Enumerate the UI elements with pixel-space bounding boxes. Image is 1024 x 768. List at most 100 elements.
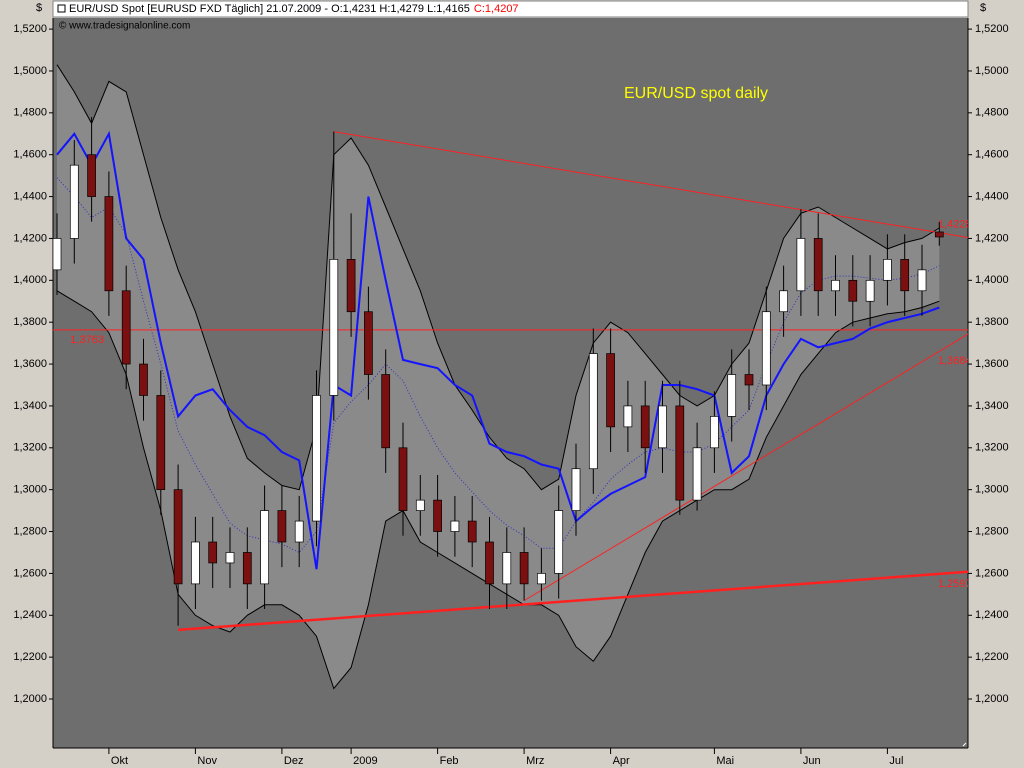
candle-body (917, 269, 927, 292)
y-unit-right: $ (980, 2, 986, 14)
y-tick-label: 1,3200 (13, 442, 47, 454)
candle-body (191, 541, 200, 585)
y-tick-label-right: 1,2200 (975, 651, 1009, 663)
trendline-label: 1,4228 (938, 219, 972, 231)
y-tick-label: 1,4200 (13, 232, 47, 244)
x-tick-label: Jun (803, 755, 821, 767)
trendline-label: 1,2597 (938, 578, 972, 590)
y-tick-label: 1,3800 (13, 316, 47, 328)
x-tick-label: Mai (716, 755, 734, 767)
close-value: C:1,4207 (474, 3, 519, 15)
y-tick-label-right: 1,4400 (975, 190, 1009, 202)
x-tick-label: Okt (111, 755, 128, 767)
y-tick-label: 1,3400 (13, 400, 47, 412)
candle-body (346, 259, 356, 313)
candle-body (692, 447, 702, 501)
x-tick-label: Dez (284, 755, 304, 767)
y-tick-label: 1,2600 (13, 567, 47, 579)
candle-body (519, 552, 529, 585)
y-tick-label-right: 1,4800 (975, 107, 1009, 119)
candle-body (225, 552, 235, 564)
candle-body (208, 541, 218, 564)
candle-body (588, 353, 598, 470)
y-tick-label: 1,5000 (13, 65, 47, 77)
candle-body (312, 395, 321, 522)
candle-body (744, 374, 754, 386)
y-tick-label: 1,4000 (13, 274, 47, 286)
indicator-line (56, 130, 940, 570)
y-tick-label: 1,4400 (13, 190, 47, 202)
x-tick-label: Mrz (526, 755, 544, 767)
y-tick-label: 1,4800 (13, 107, 47, 119)
x-tick-label: Nov (197, 755, 217, 767)
candle-body (831, 279, 840, 292)
y-tick-label: 1,2800 (13, 525, 47, 537)
annotation: EUR/USD spot daily (624, 85, 768, 102)
y-tick-label-right: 1,2800 (975, 525, 1009, 537)
candle-body (554, 510, 564, 574)
candle-body (883, 259, 892, 281)
trendline (333, 131, 968, 238)
trendline-label: 1,3684 (938, 355, 972, 367)
y-tick-label: 1,4600 (13, 149, 47, 161)
y-tick-label-right: 1,2600 (975, 567, 1009, 579)
y-tick-label-right: 1,2400 (975, 609, 1009, 621)
candle-body (364, 311, 373, 375)
chart-title: EUR/USD Spot [EURUSD FXD Täglich] 21.07.… (69, 3, 470, 15)
band-middle (56, 177, 940, 554)
y-tick-label: 1,3000 (13, 484, 47, 496)
candle-body (796, 238, 806, 292)
candle-body (69, 164, 79, 239)
candle-body (139, 363, 148, 396)
candle-body (865, 279, 875, 302)
candle-body (121, 290, 131, 365)
y-unit-left: $ (36, 2, 42, 14)
candle-body (934, 231, 944, 238)
y-tick-label: 1,2200 (13, 651, 47, 663)
y-tick-label-right: 1,3000 (975, 484, 1009, 496)
y-tick-label-right: 1,3200 (975, 442, 1009, 454)
candle-body (329, 259, 339, 396)
y-tick-label-right: 1,4000 (975, 274, 1009, 286)
candle-body (537, 573, 546, 585)
trendline (178, 570, 968, 632)
y-tick-label-right: 1,2000 (975, 693, 1009, 705)
candle-body (727, 374, 737, 417)
candle-body (415, 499, 425, 511)
candle-body (381, 374, 391, 449)
plot: 1,4228 1,3763 1,3684 1,2597 (53, 64, 972, 690)
candle-body (640, 405, 650, 449)
y-tick-label: 1,5200 (13, 23, 47, 35)
credit: © www.tradesignalonline.com (59, 21, 190, 32)
y-tick-label-right: 1,3800 (975, 316, 1009, 328)
candle-body (900, 259, 910, 292)
y-tick-label-right: 1,4200 (975, 232, 1009, 244)
series-icon (57, 4, 66, 13)
candle-body (87, 154, 96, 197)
candle-body (242, 552, 252, 585)
y-tick-label-right: 1,5200 (975, 23, 1009, 35)
candle-body (277, 510, 287, 543)
candle-body (606, 353, 615, 428)
candle-body (433, 499, 442, 532)
candle-body (623, 405, 633, 428)
candle-body (779, 290, 788, 313)
candle-body (104, 196, 114, 292)
candle-body (502, 552, 512, 585)
y-tick-label: 1,3600 (13, 358, 47, 370)
trendline-label: 1,3763 (70, 334, 104, 346)
y-tick-label: 1,2000 (13, 693, 47, 705)
candle-body (260, 510, 269, 585)
trendline (523, 333, 968, 602)
candle-body (53, 238, 62, 271)
y-tick-label: 1,2400 (13, 609, 47, 621)
candle-body (398, 447, 408, 511)
x-tick-label: Jul (889, 755, 903, 767)
candle-body (675, 405, 685, 501)
candle-body (294, 520, 304, 543)
y-tick-label-right: 1,5000 (975, 65, 1009, 77)
header-bar (52, 0, 969, 18)
candle-body (658, 405, 667, 449)
